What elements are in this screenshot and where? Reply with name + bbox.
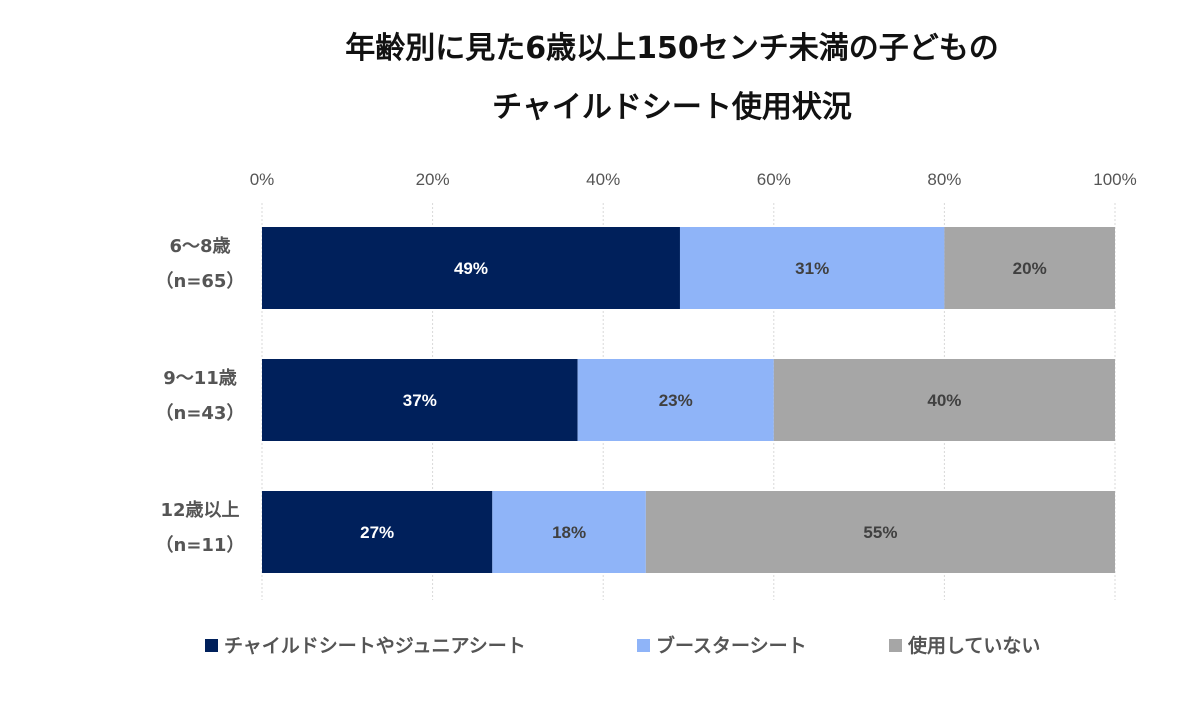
category-label: 12歳以上	[160, 500, 239, 521]
legend-label: ブースターシート	[656, 634, 807, 657]
category-label: （n=43）	[156, 403, 245, 424]
x-tick-label: 0%	[250, 170, 275, 189]
data-label: 49%	[454, 259, 488, 278]
bar-segment-1	[262, 359, 578, 441]
category-label: （n=65）	[156, 271, 245, 292]
x-tick-label: 80%	[927, 170, 961, 189]
bar-segment-2	[679, 227, 945, 309]
data-label: 37%	[403, 391, 437, 410]
category-label: （n=11）	[156, 535, 245, 556]
bar-segment-2	[577, 359, 774, 441]
bar-segment-3	[944, 227, 1115, 309]
bar-segment-2	[492, 491, 646, 573]
data-label: 23%	[659, 391, 693, 410]
category-label: 9～11歳	[163, 368, 237, 389]
x-tick-label: 20%	[416, 170, 450, 189]
legend: チャイルドシートやジュニアシート ブースターシート 使用していない	[205, 634, 1040, 657]
bar-segment-3	[773, 359, 1115, 441]
x-tick-label: 40%	[586, 170, 620, 189]
data-label: 40%	[927, 391, 961, 410]
bar-segment-3	[645, 491, 1115, 573]
bar-segment-1	[262, 491, 493, 573]
data-label: 31%	[795, 259, 829, 278]
x-tick-label: 100%	[1093, 170, 1136, 189]
legend-label: 使用していない	[907, 635, 1040, 657]
data-label: 27%	[360, 523, 394, 542]
data-label: 18%	[552, 523, 586, 542]
legend-label: チャイルドシートやジュニアシート	[224, 635, 526, 657]
chart-title-line: チャイルドシート使用状況	[492, 90, 852, 125]
bars: 49% 31% 20% 37% 23% 40% 27% 18% 55%	[262, 227, 1115, 573]
legend-swatch	[205, 639, 218, 652]
bar-segment-1	[262, 227, 680, 309]
x-axis-ticks: 0% 20% 40% 60% 80% 100%	[250, 170, 1137, 189]
category-label: 6～8歳	[169, 236, 230, 257]
data-label: 55%	[863, 523, 897, 542]
category-labels: 6～8歳 （n=65） 9～11歳 （n=43） 12歳以上 （n=11）	[156, 236, 245, 556]
data-label: 20%	[1013, 259, 1047, 278]
legend-swatch	[637, 639, 650, 652]
x-tick-label: 60%	[757, 170, 791, 189]
legend-swatch	[889, 639, 902, 652]
chart-title-line: 年齢別に見た6歳以上150センチ未満の子どもの	[345, 31, 999, 66]
